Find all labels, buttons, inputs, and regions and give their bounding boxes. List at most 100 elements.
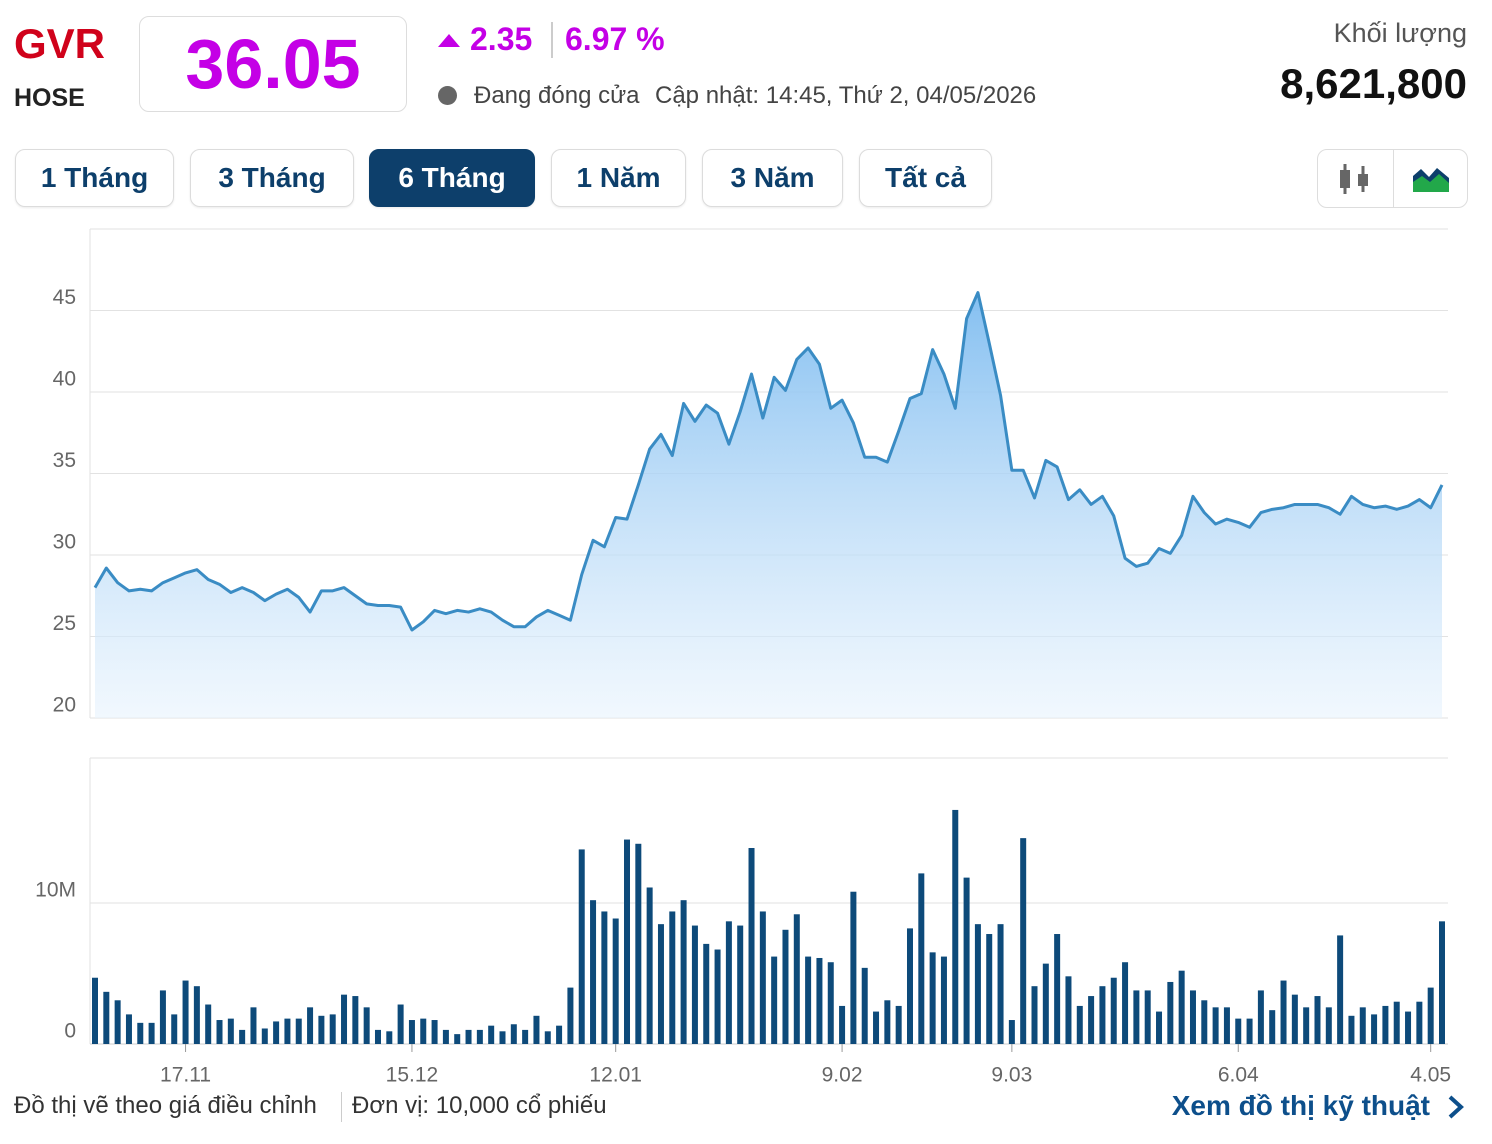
volume-bar [839,1005,846,1044]
volume-bar [1393,1001,1400,1044]
volume-bar [578,849,585,1044]
status-dot [438,86,457,105]
volume-bar [1382,1005,1389,1044]
y-tick-label: 30 [53,531,76,554]
volume-bar [940,956,947,1044]
volume-bar [1405,1011,1412,1044]
volume-bar [918,873,925,1044]
separator [341,1092,342,1122]
volume-bar [997,924,1004,1044]
volume-bar [273,1021,280,1044]
volume-bar [159,990,166,1044]
range-button[interactable]: 1 Năm [551,149,686,207]
exchange: HOSE [14,84,85,112]
range-button[interactable]: 1 Tháng [15,149,174,207]
x-tick-label: 4.05 [1410,1064,1451,1087]
volume-bar [895,1005,902,1044]
volume-bar [476,1029,483,1044]
x-tick-label: 17.11 [160,1064,211,1087]
volume-bar [182,980,189,1044]
volume-bar [1201,1000,1208,1044]
volume-bar [442,1029,449,1044]
chevron[interactable] [1446,1094,1466,1120]
volume-bar [341,994,348,1044]
range-button[interactable]: Tất cả [859,149,992,207]
volume-bar [669,911,676,1044]
volume-bar [680,900,687,1044]
volume-bar [533,1015,540,1044]
volume-bar [205,1004,212,1044]
change: 2.35 [470,21,533,57]
volume-bar [771,956,778,1044]
volume-bar [624,839,631,1044]
volume-bar [544,1031,551,1044]
volume-bar [454,1034,461,1044]
volume-bar [431,1020,438,1044]
volume-bar [805,956,812,1044]
volume-bar [1008,1020,1015,1044]
volume-bar [1031,986,1038,1044]
volume-bar [635,843,642,1044]
volume-bar [1110,977,1117,1044]
volume-bar [1257,990,1264,1044]
y-tick-label: 10M [35,879,76,902]
volume-bar [590,900,597,1044]
volume-bar [759,911,766,1044]
volume-bar [137,1022,144,1044]
x-tick-label: 12.01 [589,1064,642,1087]
price-area [95,292,1442,718]
symbol: GVR [14,20,106,67]
x-tick-label: 9.03 [991,1064,1032,1087]
volume-bar [1088,996,1095,1044]
volume-bar [363,1007,370,1044]
volume-bar [522,1029,529,1044]
volume-bar [1212,1007,1219,1044]
volume-bar [748,848,755,1044]
volume-bar [318,1015,325,1044]
separator [551,22,553,58]
y-tick-label: 25 [53,612,76,635]
y-tick-label: 20 [53,694,76,717]
volume-bar [1235,1018,1242,1044]
volume-bar [148,1022,155,1044]
volume-bar [510,1024,517,1044]
volume-bar [386,1031,393,1044]
volume-bar [125,1014,132,1044]
price-line [93,291,1444,632]
volume: 8,621,800 [1280,60,1467,107]
volume-bar [1416,1001,1423,1044]
volume-bar [974,924,981,1044]
volume-bar [816,957,823,1044]
x-tick-label: 9.02 [822,1064,863,1087]
volume-bar [1337,935,1344,1044]
x-tick-label: 15.12 [386,1064,439,1087]
volume-bar [374,1029,381,1044]
volume-bar [420,1018,427,1044]
volume-bar [986,934,993,1044]
area-icon[interactable] [1412,164,1450,194]
volume-bar [657,924,664,1044]
volume-bar [1314,996,1321,1044]
chart-type-toggle [1317,149,1468,208]
updated: Cập nhật: 14:45, Thứ 2, 04/05/2026 [655,82,1037,109]
volume-bar [1439,921,1445,1044]
price: 36.05 [139,16,407,112]
range-button[interactable]: 6 Tháng [369,149,535,207]
volume-bar [92,977,98,1044]
volume-bar [1223,1007,1230,1044]
volume-bar [1189,990,1196,1044]
volume-bar [103,991,110,1044]
volume-bar [1156,1011,1163,1044]
range-button[interactable]: 3 Năm [702,149,843,207]
technical-link[interactable]: Xem đồ thị kỹ thuật [1171,1090,1430,1121]
volume-bar [1303,1007,1310,1044]
range-button[interactable]: 3 Tháng [190,149,354,207]
candlestick-icon[interactable] [1336,162,1372,196]
volume-bar [714,949,721,1044]
status: Đang đóng cửa [474,82,640,109]
volume-bar [884,1000,891,1044]
volume-bar [171,1014,178,1044]
volume-bar [1246,1018,1253,1044]
volume-bar [1099,986,1106,1044]
volume-bar [1371,1014,1378,1044]
